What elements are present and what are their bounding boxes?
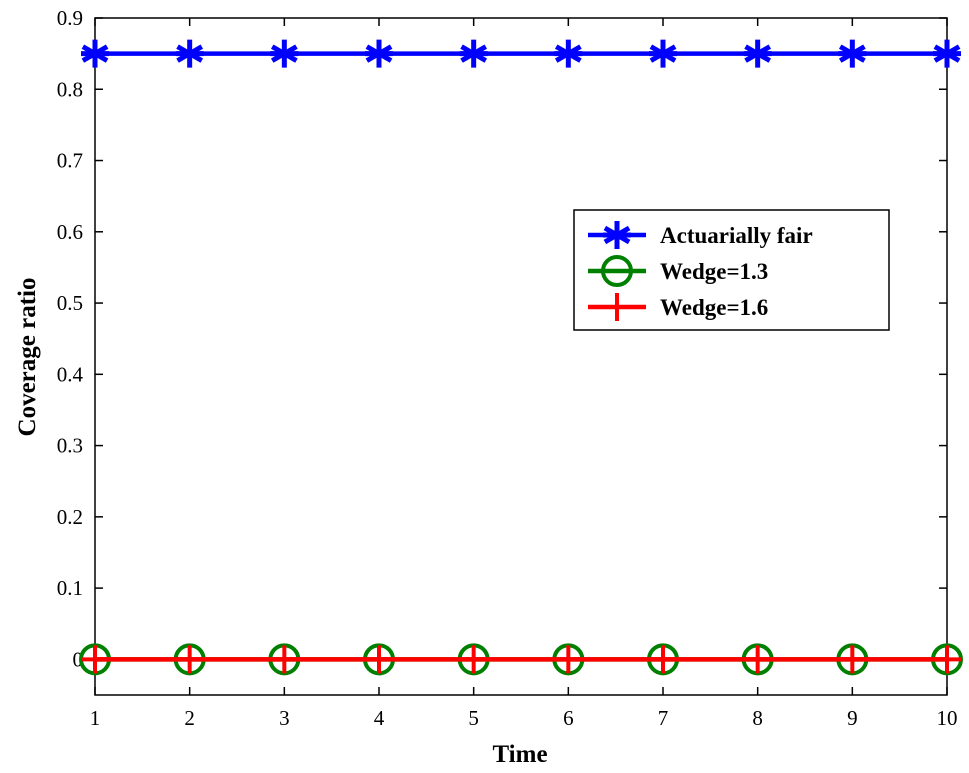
series-2	[81, 645, 961, 674]
legend: Actuarially fair Wedge=1.3 Wedge=1.6	[573, 209, 890, 331]
plus-marker	[933, 645, 961, 674]
x-tick-label: 5	[468, 706, 479, 730]
asterisk-marker	[175, 39, 204, 68]
plus-marker	[554, 645, 583, 674]
asterisk-marker	[365, 39, 393, 68]
legend-label: Actuarially fair	[660, 223, 813, 248]
x-tick-label: 7	[658, 706, 669, 730]
plus-marker	[649, 645, 677, 674]
asterisk-marker	[459, 39, 488, 68]
y-tick-label: 0.1	[57, 576, 83, 600]
y-axis-title: Coverage ratio	[14, 278, 41, 437]
x-tick-label: 2	[184, 706, 195, 730]
plus-marker	[743, 645, 772, 674]
plus-marker	[838, 645, 867, 674]
y-tick-label: 0.3	[57, 434, 83, 458]
y-tick-label: 0.9	[57, 6, 83, 30]
plus-marker	[81, 645, 109, 674]
plus-marker	[175, 645, 204, 674]
x-tick-label: 4	[374, 706, 385, 730]
legend-item: Wedge=1.6	[588, 293, 768, 321]
plus-marker	[270, 645, 299, 674]
y-tick-label: 0.6	[57, 220, 83, 244]
series-0	[81, 39, 961, 68]
y-tick-label: 0	[73, 647, 84, 671]
circle-marker	[601, 255, 633, 287]
legend-item: Wedge=1.3	[588, 255, 768, 287]
asterisk-marker	[649, 39, 677, 68]
x-tick-label: 1	[90, 706, 101, 730]
series-layer	[79, 39, 963, 676]
legend-item: Actuarially fair	[588, 221, 813, 249]
asterisk-marker	[554, 39, 583, 68]
asterisk-marker	[743, 39, 772, 68]
asterisk-marker	[933, 39, 961, 68]
x-tick-label: 10	[937, 706, 958, 730]
x-tick-label: 9	[847, 706, 858, 730]
plus-marker	[603, 293, 631, 321]
y-tick-label: 0.4	[57, 362, 84, 386]
y-tick-label: 0.5	[57, 291, 83, 315]
y-tick-label: 0.7	[57, 149, 83, 173]
legend-label: Wedge=1.3	[660, 259, 768, 284]
x-tick-label: 8	[752, 706, 763, 730]
x-axis-title: Time	[492, 741, 547, 768]
plus-marker	[365, 645, 393, 674]
asterisk-marker	[603, 221, 631, 249]
x-tick-label: 3	[279, 706, 290, 730]
asterisk-marker	[81, 39, 109, 68]
plot-area	[94, 17, 948, 696]
asterisk-marker	[270, 39, 299, 68]
plus-marker	[459, 645, 488, 674]
x-tick-label: 6	[563, 706, 574, 730]
y-tick-label: 0.8	[57, 77, 83, 101]
y-tick-label: 0.2	[57, 505, 83, 529]
x-axis-ticks: 1 2 3 4 5 6 7 8 9 10	[90, 18, 958, 730]
asterisk-marker	[838, 39, 867, 68]
legend-label: Wedge=1.6	[660, 295, 768, 320]
plot-frame	[94, 17, 948, 696]
y-axis-ticks: 0 0.1 0.2 0.3 0.4 0.5 0.6 0.7 0.8 0.9	[57, 6, 947, 671]
